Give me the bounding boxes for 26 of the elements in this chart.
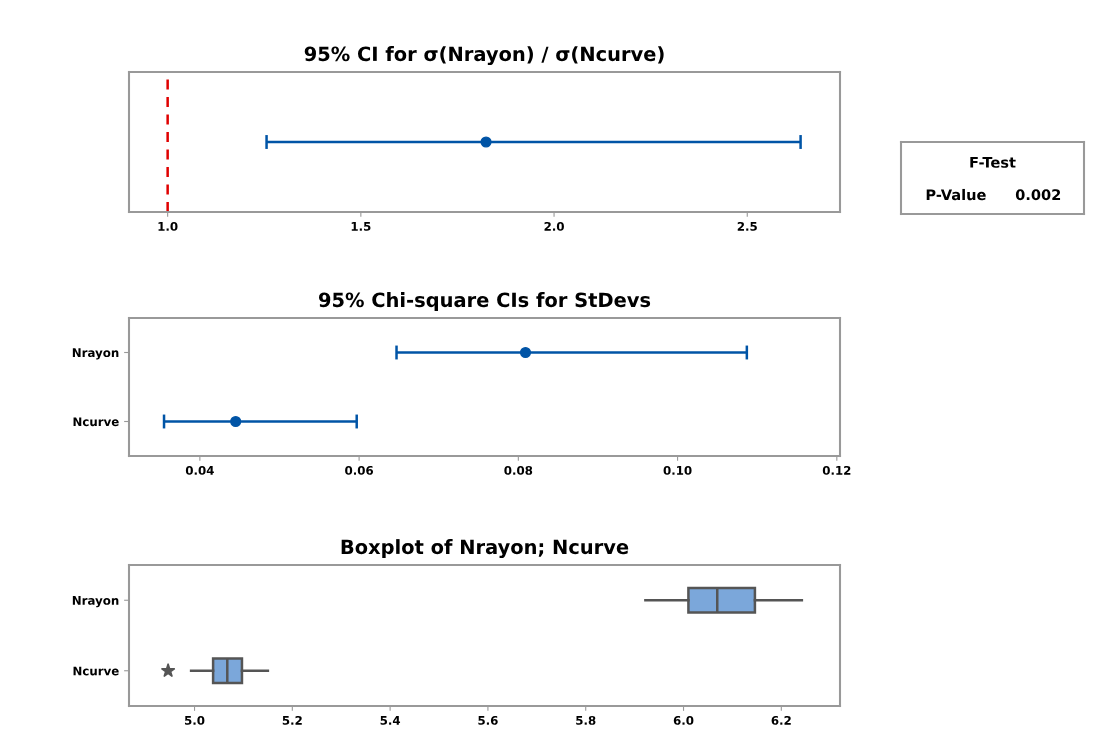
text: P-Value [926,188,986,201]
text: F-Test [970,156,1016,168]
x-tick-label: 5.0 [184,715,205,725]
chart-title: 95% CI for σ(Nrayon) / σ(Ncurve) [304,46,664,66]
x-tick-label: 1.5 [351,222,371,231]
x-tick-label: 0.06 [345,465,374,475]
x-tick-label: 6.2 [771,715,791,725]
y-tick-label: Ncurve [73,417,119,427]
x-tick-label: 0.12 [822,465,851,475]
x-tick-label: 5.8 [576,715,596,725]
x-tick-label: 0.08 [504,465,533,475]
text: 0.002 [1015,189,1061,201]
y-tick-label: Nrayon [72,596,119,608]
x-tick-label: 2.5 [737,221,757,231]
y-tick-label: Ncurve [73,666,119,676]
chart-title: 95% Chi-square CIs for StDevs [318,292,651,311]
x-tick-label: 5.4 [380,716,401,725]
chart-title: Boxplot of Nrayon; Ncurve [341,539,629,559]
x-tick-label: 0.04 [185,465,214,475]
y-tick-label: Nrayon [72,348,119,360]
x-tick-label: 5.2 [282,715,302,725]
x-tick-label: 6.0 [673,715,694,725]
x-tick-label: 5.6 [478,715,498,725]
x-tick-label: 0.10 [663,465,692,475]
x-tick-label: 2.0 [544,221,564,231]
x-tick-label: 1.0 [158,221,178,231]
